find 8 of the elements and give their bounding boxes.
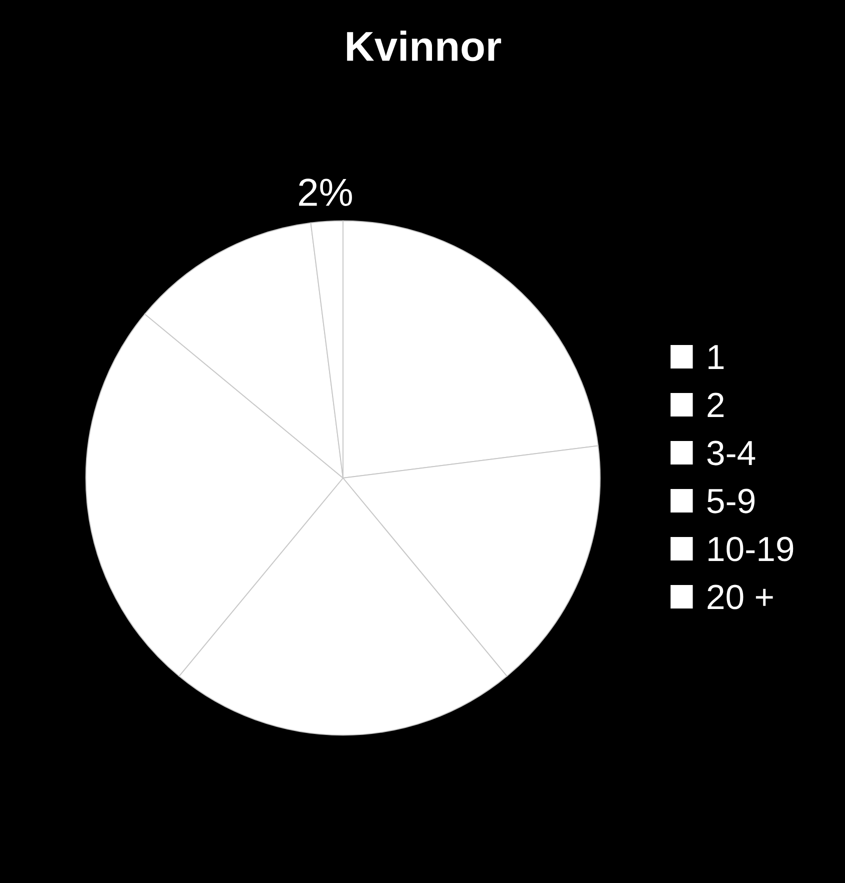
legend-label: 20 + xyxy=(708,584,773,610)
data-label: 2% xyxy=(299,178,352,206)
legend-label: 5-9 xyxy=(707,488,755,514)
legend-label: 10-19 xyxy=(708,536,794,562)
legend-label: 2 xyxy=(708,392,724,417)
legend-label: 1 xyxy=(708,345,724,369)
legend-label: 3-4 xyxy=(707,440,756,466)
chart-title: Kvinnor xyxy=(347,30,502,62)
